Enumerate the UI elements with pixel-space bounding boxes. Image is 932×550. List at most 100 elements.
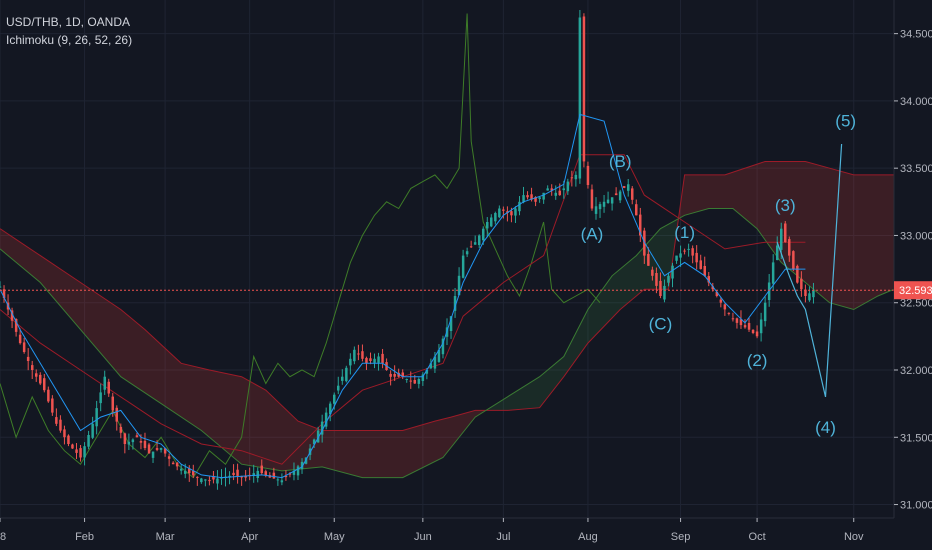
candle: [759, 319, 763, 334]
candle: [329, 403, 332, 415]
candle: [687, 248, 690, 250]
y-tick-label: 31.000: [900, 500, 932, 512]
candle: [63, 429, 66, 438]
candle: [304, 457, 308, 464]
candle: [22, 342, 26, 352]
candle: [341, 376, 344, 381]
candle: [550, 188, 553, 191]
candle: [300, 461, 304, 470]
candle: [131, 439, 135, 443]
candle: [667, 275, 670, 283]
candle: [614, 193, 618, 196]
candle: [151, 451, 155, 458]
candle: [115, 407, 118, 422]
wave-label: (5): [835, 111, 856, 130]
candle: [659, 280, 662, 296]
candle: [171, 462, 175, 465]
candle: [514, 208, 517, 216]
candle: [570, 177, 574, 179]
candle: [755, 331, 759, 337]
candle: [707, 276, 710, 283]
conversion-line: [0, 113, 806, 479]
candle: [679, 253, 682, 258]
candle: [417, 379, 421, 384]
candle: [804, 289, 807, 296]
candle: [192, 470, 195, 476]
x-tick-label: Oct: [749, 531, 766, 543]
candle: [719, 299, 723, 303]
y-tick-label: 32.000: [900, 365, 932, 377]
candle: [196, 476, 199, 478]
candle: [473, 242, 477, 245]
candle: [715, 292, 719, 296]
wave-label: (B): [609, 152, 632, 171]
wave-label: (C): [649, 315, 673, 334]
candle: [622, 186, 626, 188]
candle: [71, 444, 74, 449]
candle: [212, 476, 215, 480]
candle: [119, 426, 123, 433]
candle: [482, 228, 485, 241]
candle: [554, 192, 557, 196]
indicator-label[interactable]: Ichimoku (9, 26, 52, 26): [6, 33, 133, 47]
x-tick-label: Nov: [844, 531, 864, 543]
candle: [393, 374, 396, 377]
candle: [562, 188, 565, 191]
candle: [437, 349, 441, 362]
candle: [280, 480, 284, 483]
candle: [703, 266, 706, 276]
x-tick-label: Aug: [578, 531, 598, 543]
candle: [812, 290, 815, 298]
candle: [175, 462, 179, 467]
candle: [594, 206, 598, 214]
candle: [449, 316, 453, 331]
candle: [345, 367, 348, 382]
candle: [695, 252, 698, 263]
candle: [490, 217, 493, 227]
candle: [208, 480, 211, 482]
candle: [276, 479, 280, 481]
candle: [337, 385, 340, 391]
candle: [135, 435, 139, 438]
candle: [361, 351, 364, 359]
candle: [530, 194, 533, 200]
candle: [260, 465, 263, 474]
candle: [663, 285, 666, 300]
candle: [204, 479, 207, 481]
candle: [639, 214, 642, 236]
candle: [389, 373, 392, 377]
y-tick-label: 32.500: [900, 298, 932, 310]
candle: [522, 195, 525, 203]
candle: [796, 265, 799, 283]
chart-legend: USD/THB, 1D, OANDA Ichimoku (9, 26, 52, …: [6, 13, 132, 49]
cloud-bullish: [485, 218, 679, 411]
candle: [453, 296, 457, 311]
candle: [739, 319, 743, 326]
candle: [349, 358, 352, 366]
candle: [288, 473, 292, 475]
candle: [425, 370, 429, 374]
y-tick-label: 33.500: [900, 163, 932, 175]
candle: [324, 412, 328, 427]
candle: [123, 433, 127, 444]
candle: [2, 289, 6, 298]
candle: [574, 174, 578, 180]
candle: [272, 472, 276, 479]
candle: [578, 17, 582, 179]
candle: [433, 356, 437, 369]
elliott-wave-projection: [776, 143, 843, 398]
price-badge-label: 32.593: [899, 285, 932, 297]
candle: [526, 195, 529, 198]
symbol-label[interactable]: USD/THB, 1D, OANDA: [6, 15, 131, 29]
candle: [582, 16, 586, 162]
leading-span-b: [0, 161, 894, 431]
x-tick-label: 18: [0, 531, 6, 543]
candle: [469, 246, 473, 248]
candle: [139, 441, 143, 443]
candle: [292, 470, 296, 475]
candle: [647, 253, 650, 266]
candle: [731, 318, 735, 320]
candle: [683, 250, 686, 252]
